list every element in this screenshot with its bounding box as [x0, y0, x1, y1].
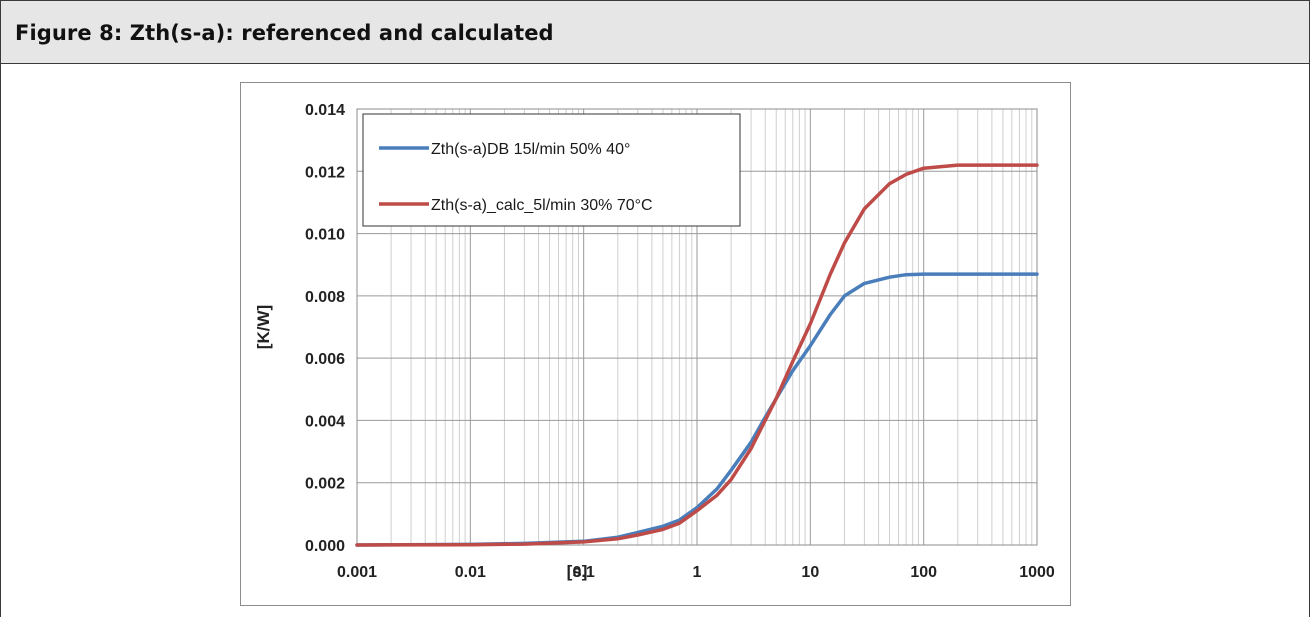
x-tick-label: 10	[801, 564, 819, 581]
plot-border	[356, 108, 1038, 546]
legend: Zth(s-a)DB 15l/min 50% 40° Zth(s-a)_calc…	[362, 113, 741, 227]
y-tick-label: 0.008	[305, 289, 345, 306]
zth-line-chart: 0.000 0.002 0.004 0.006 0.008 0.010 0.012 0.014…	[254, 102, 1055, 581]
x-axis-label: [s]	[567, 562, 588, 581]
x-tick-label: 1	[693, 564, 702, 581]
legend-box	[362, 113, 741, 227]
chart-area: 0.000 0.002 0.004 0.006 0.008 0.010 0.012 0.014…	[240, 82, 1071, 606]
y-tick-label: 0.006	[305, 351, 345, 368]
y-tick-label: 0.004	[305, 413, 345, 430]
y-tick-label: 0.014	[305, 102, 345, 119]
figure-header: Figure 8: Zth(s-a): referenced and calcu…	[1, 1, 1309, 64]
series-line-1	[355, 163, 1039, 547]
y-axis-ticks: 0.000 0.002 0.004 0.006 0.008 0.010 0.012 0.014	[305, 102, 345, 555]
y-tick-label: 0.010	[305, 227, 345, 244]
legend-label-0: Zth(s-a)DB 15l/min 50% 40°	[431, 141, 630, 158]
x-tick-label: 1000	[1019, 564, 1055, 581]
series-lines	[355, 163, 1039, 547]
x-tick-label: 0.001	[337, 564, 377, 581]
legend-label-1: Zth(s-a)_calc_5l/min 30% 70°C	[431, 197, 653, 214]
x-tick-label: 0.01	[455, 564, 486, 581]
figure-caption: Figure 8: Zth(s-a): referenced and calcu…	[15, 21, 554, 45]
x-tick-label: 0.1	[573, 564, 595, 581]
y-tick-label: 0.002	[305, 476, 345, 493]
y-tick-label: 0.000	[305, 538, 345, 555]
x-tick-label: 100	[910, 564, 937, 581]
y-tick-label: 0.012	[305, 164, 345, 181]
y-axis-label: [K/W]	[254, 305, 273, 349]
x-axis-ticks: 0.001 0.01 0.1 1 10 100 1000	[337, 564, 1055, 581]
